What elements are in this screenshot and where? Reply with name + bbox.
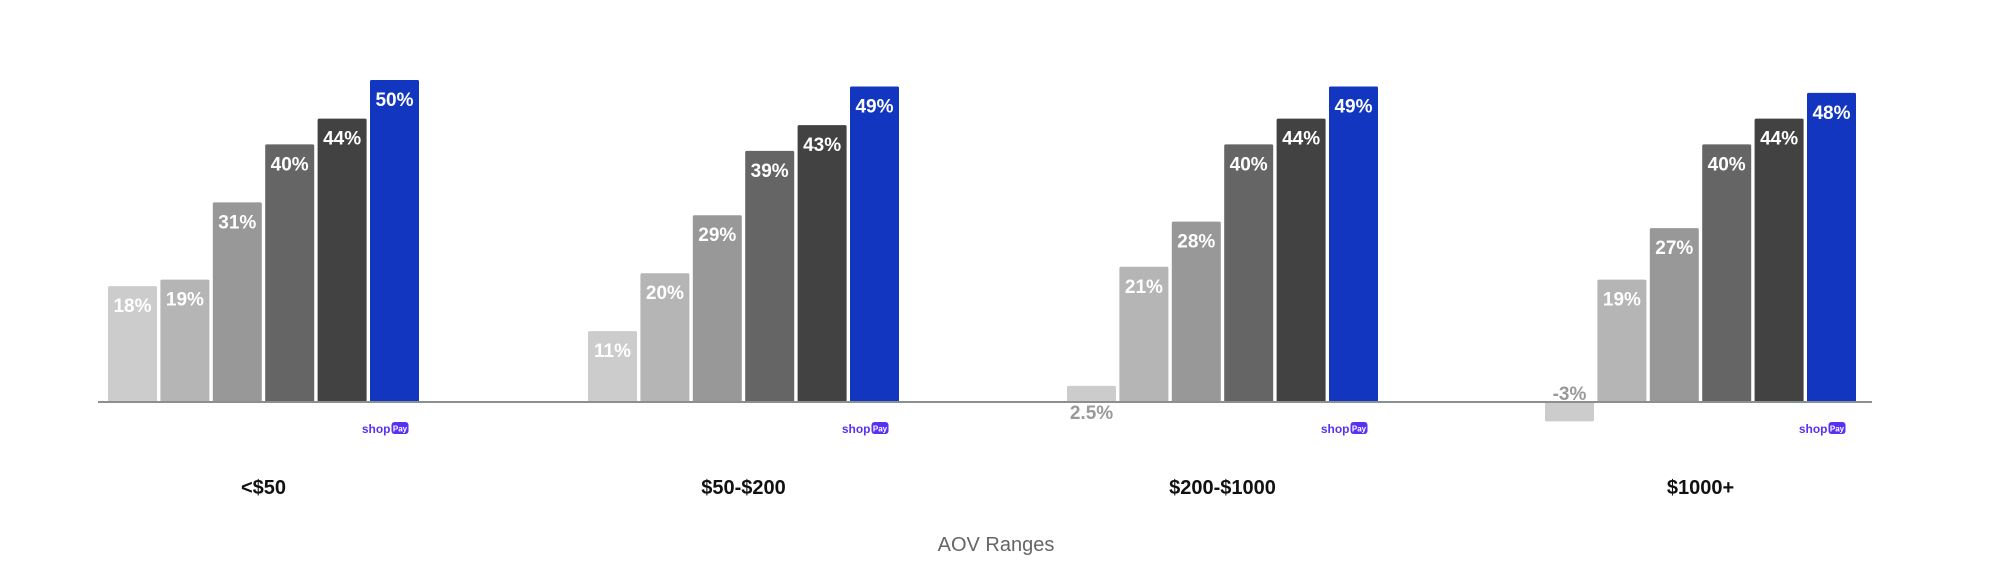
data-label: 29% xyxy=(698,225,736,246)
data-label: 44% xyxy=(1760,129,1798,150)
data-label: 40% xyxy=(271,154,309,175)
bar xyxy=(1702,144,1752,402)
data-label: 20% xyxy=(646,283,684,304)
bar xyxy=(212,202,262,402)
shop-pay-logo: shop Pay xyxy=(842,422,889,436)
logo-shop-text: shop xyxy=(1799,422,1828,436)
category-label: $50-$200 xyxy=(701,477,786,499)
data-label: 48% xyxy=(1812,103,1850,124)
bar xyxy=(1329,86,1378,402)
bar xyxy=(1649,228,1699,402)
bar xyxy=(160,279,210,402)
logo-pay-text: Pay xyxy=(393,425,408,434)
data-label: 43% xyxy=(803,135,841,156)
bar xyxy=(1276,118,1326,402)
bar xyxy=(745,150,795,402)
data-label: 50% xyxy=(375,90,413,111)
shop-pay-logo: shop Pay xyxy=(1321,422,1368,436)
bar xyxy=(317,118,367,402)
data-label: 2.5% xyxy=(1070,403,1113,424)
logo-pay-badge xyxy=(1828,422,1846,434)
data-label: 40% xyxy=(1230,154,1268,175)
bar xyxy=(1597,279,1647,402)
logo-pay-text: Pay xyxy=(1352,425,1367,434)
logo-pay-badge xyxy=(391,422,409,434)
bar xyxy=(1171,221,1221,402)
data-label: 49% xyxy=(1334,96,1372,117)
data-label: 21% xyxy=(1125,277,1163,298)
bar xyxy=(588,331,637,402)
data-label: 28% xyxy=(1177,232,1215,253)
data-label: 19% xyxy=(1603,290,1641,311)
bar xyxy=(370,80,419,402)
bar xyxy=(1754,118,1804,402)
logo-pay-text: Pay xyxy=(873,425,888,434)
bars-layer xyxy=(108,80,1856,422)
bar xyxy=(1067,385,1116,402)
logo-shop-text: shop xyxy=(842,422,871,436)
data-label: 18% xyxy=(113,296,151,317)
bar xyxy=(797,125,847,402)
data-label: 44% xyxy=(323,129,361,150)
data-label: -3% xyxy=(1553,384,1587,405)
logo-shop-text: shop xyxy=(1321,422,1350,436)
logo-pay-text: Pay xyxy=(1830,425,1845,434)
category-label: <$50 xyxy=(241,477,286,499)
data-label: 31% xyxy=(218,212,256,233)
bar xyxy=(692,215,742,402)
data-label: 11% xyxy=(594,341,631,362)
bar xyxy=(640,273,690,402)
bar xyxy=(1119,266,1169,402)
data-label: 44% xyxy=(1282,129,1320,150)
bar xyxy=(108,286,157,402)
category-label: $200-$1000 xyxy=(1169,477,1276,499)
bar xyxy=(1545,402,1594,422)
data-label: 19% xyxy=(166,290,204,311)
category-labels: <$50 $50-$200 $200-$1000 $1000+ xyxy=(241,477,1734,499)
data-label: 27% xyxy=(1655,238,1693,259)
logo-pay-badge xyxy=(871,422,889,434)
logo-shop-text: shop xyxy=(362,422,391,436)
labels-layer: 18% 19%31%40%44%50%shop Pay11%20%29%39%43%… xyxy=(113,90,1850,436)
x-axis-title: AOV Ranges xyxy=(938,534,1055,556)
bar xyxy=(1224,144,1274,402)
data-label: 40% xyxy=(1708,154,1746,175)
shop-pay-logo: shop Pay xyxy=(362,422,409,436)
bar xyxy=(850,86,899,402)
bar xyxy=(265,144,315,402)
data-label: 39% xyxy=(751,161,789,182)
data-label: 49% xyxy=(855,96,893,117)
category-label: $1000+ xyxy=(1667,477,1734,499)
logo-pay-badge xyxy=(1350,422,1368,434)
bar xyxy=(1807,92,1856,402)
shop-pay-logo: shop Pay xyxy=(1799,422,1846,436)
